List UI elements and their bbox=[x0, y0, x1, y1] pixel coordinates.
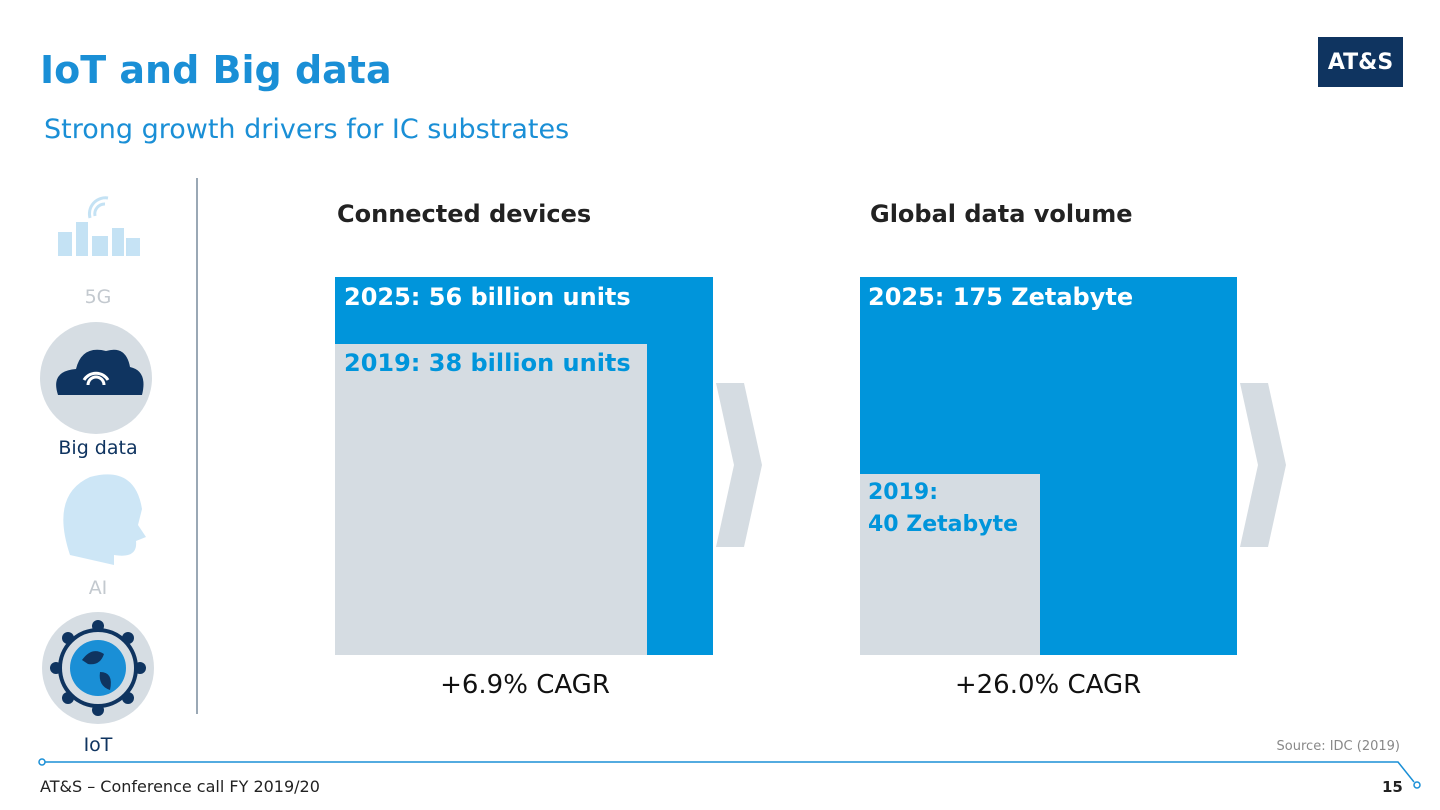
page-number: 15 bbox=[1382, 778, 1403, 796]
title: IoT and Big data bbox=[40, 48, 392, 92]
source: Source: IDC (2019) bbox=[1276, 739, 1400, 754]
panel-title: Connected devices bbox=[337, 200, 592, 228]
cagr: +26.0% CAGR bbox=[954, 670, 1142, 700]
logo: AT&S bbox=[1318, 37, 1403, 87]
panel-title: Global data volume bbox=[870, 200, 1133, 228]
footer-text: AT&S – Conference call FY 2019/20 bbox=[40, 777, 320, 796]
sidebar-label: IoT bbox=[83, 734, 113, 756]
subtitle: Strong growth drivers for IC substrates bbox=[44, 114, 570, 145]
inner-label: 40 Zetabyte bbox=[868, 512, 1019, 537]
sidebar-label: AI bbox=[88, 577, 108, 599]
inner-label: 2019: bbox=[868, 480, 939, 505]
sidebar-label: Big data bbox=[58, 437, 138, 459]
sidebar-label: 5G bbox=[84, 286, 112, 308]
outer-label: 2025: 56 billion units bbox=[344, 283, 631, 311]
outer-label: 2025: 175 Zetabyte bbox=[868, 283, 1134, 311]
cagr: +6.9% CAGR bbox=[440, 670, 610, 700]
inner-label: 2019: 38 billion units bbox=[344, 349, 631, 377]
